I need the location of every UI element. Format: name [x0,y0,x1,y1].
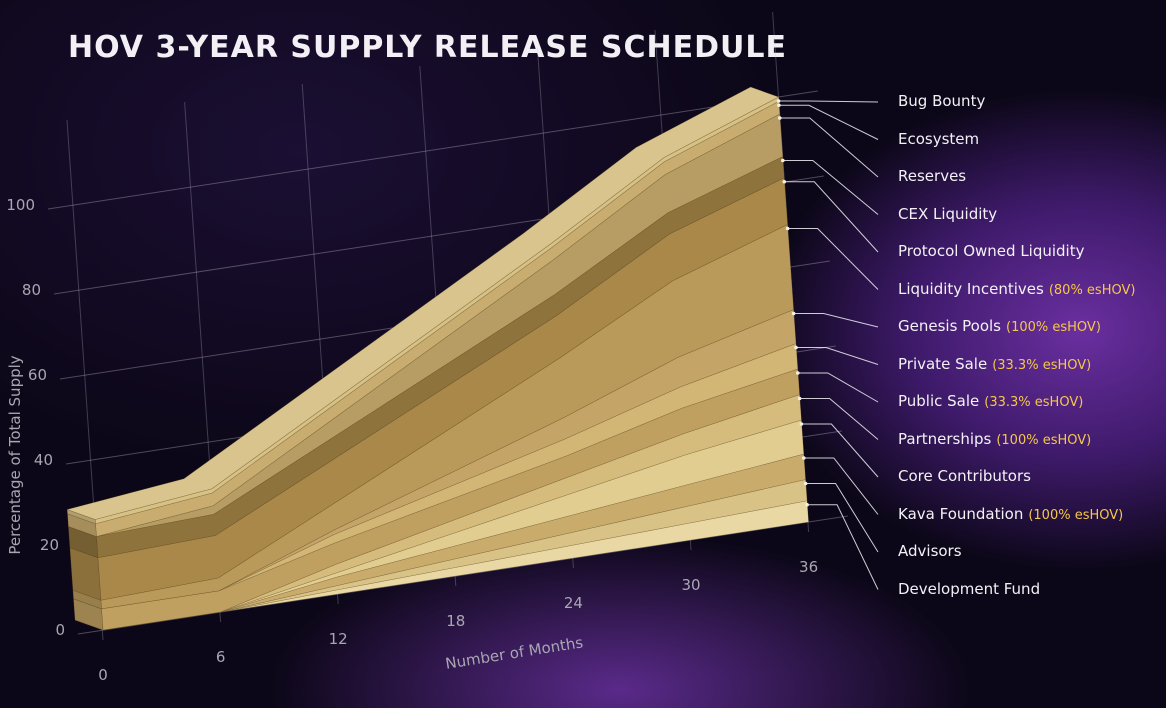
leader-dot [802,456,806,460]
leader-line [779,117,879,178]
y-axis-label: Percentage of Total Supply [6,355,24,554]
leader-line [778,100,879,103]
x-tick-label: 30 [681,576,700,594]
legend-label: Liquidity Incentives [898,279,1044,298]
x-tick-label: 36 [799,558,818,576]
legend-note: (100% esHOV) [1028,507,1124,523]
legend-item: Core Contributors [898,467,1031,485]
leader-line [778,104,879,140]
y-tick-label: 60 [28,366,47,384]
legend-item: Genesis Pools (100% esHOV) [898,317,1101,335]
leader-dot [791,311,796,316]
leader-dot [781,158,785,163]
leader-line [803,457,879,515]
area-top-face [66,86,780,520]
legend-item: Liquidity Incentives (80% esHOV) [898,280,1135,298]
leader-dot [797,396,802,401]
legend-label: Bug Bounty [898,92,986,110]
leader-dot [777,103,781,108]
leader-line [782,160,879,215]
legend-note: (80% esHOV) [1048,282,1136,298]
legend: Bug Bounty Ecosystem Reserves CEX Liquidity… [898,0,1166,708]
legend-label: Genesis Pools [898,317,1002,335]
legend-label: Core Contributors [898,467,1031,485]
legend-label: Reserves [898,167,967,185]
legend-item: Partnerships (100% esHOV) [898,430,1091,448]
leader-line [805,483,879,553]
leader-dot [782,179,787,184]
legend-note: (33.3% esHOV) [992,357,1092,373]
legend-item: Ecosystem [898,130,979,148]
legend-label: Ecosystem [898,129,980,148]
y-tick-label: 80 [22,281,41,299]
leader-line [793,313,879,328]
leader-dot [796,371,800,375]
leader-dot [778,116,782,120]
leader-dot [776,99,781,103]
legend-label: CEX Liquidity [898,204,998,223]
x-tick-label: 0 [98,666,108,684]
legend-item: Development Fund [898,580,1040,598]
legend-label: Protocol Owned Liquidity [898,242,1085,260]
leader-dot [785,226,790,231]
legend-item: Bug Bounty [898,92,985,110]
x-tick-label: 24 [564,594,583,612]
x-tick-label: 12 [329,630,348,648]
legend-item: Kava Foundation (100% esHOV) [898,505,1123,523]
legend-label: Partnerships [898,429,992,448]
legend-label: Public Sale [898,392,980,410]
legend-label: Kava Foundation [898,504,1024,523]
leader-line [799,398,879,440]
leader-line [787,228,879,290]
legend-item: Private Sale (33.3% esHOV) [898,355,1091,373]
y-tick-label: 0 [55,621,65,639]
legend-item: Reserves [898,167,966,185]
legend-item: Public Sale (33.3% esHOV) [898,392,1083,410]
legend-item: Advisors [898,542,962,560]
y-tick-label: 40 [34,451,53,469]
legend-note: (100% esHOV) [996,432,1092,448]
leader-dot [794,345,798,350]
x-axis-label: Number of Months [444,633,584,673]
x-tick-label: 6 [216,648,226,666]
area-layers [66,86,809,631]
legend-item: CEX Liquidity [898,205,997,223]
grid-line-y [77,515,848,635]
legend-item: Protocol Owned Liquidity [898,242,1084,260]
axis-ticks: 0 20 40 60 80 100 0 6 12 18 24 30 36 [6,196,818,684]
chart-title: HOV 3-YEAR SUPPLY RELEASE SCHEDULE [68,30,787,65]
area-layer [102,453,806,631]
leader-dot [805,502,809,507]
y-tick-label: 20 [40,536,59,554]
leader-dot [799,422,804,426]
leader-dot [803,481,808,486]
y-tick-label: 100 [6,196,35,214]
area-layer [96,113,784,537]
leader-line [807,504,879,590]
leader-line [784,181,879,253]
area-layer [101,343,799,610]
leader-line [796,347,879,365]
legend-leader-lines [776,99,879,590]
leader-line [801,423,879,478]
x-tick-label: 18 [446,612,465,630]
legend-label: Advisors [898,542,962,560]
leader-line [797,372,879,403]
grid-line-y [47,90,818,210]
area-layer [101,368,800,631]
legend-label: Development Fund [898,579,1041,598]
area-layer [102,500,809,631]
legend-label: Private Sale [898,354,988,373]
legend-note: (33.3% esHOV) [984,395,1084,410]
area-layer [95,100,781,537]
legend-note: (100% esHOV) [1006,320,1101,335]
